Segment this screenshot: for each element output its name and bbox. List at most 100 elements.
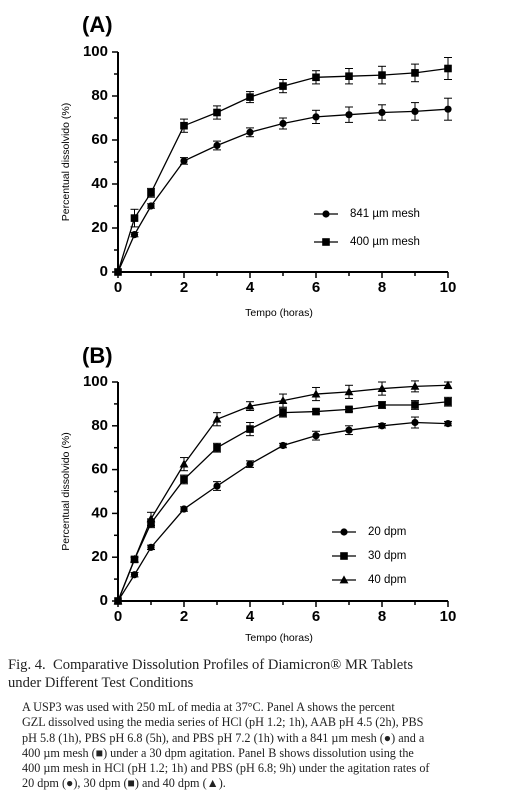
data-point bbox=[278, 396, 288, 405]
y-tick-label: 60 bbox=[91, 461, 108, 478]
data-point bbox=[444, 420, 452, 428]
caption-line: A USP3 was used with 250 mL of media at … bbox=[22, 700, 395, 714]
series-triangle bbox=[113, 380, 453, 605]
x-tick-label: 2 bbox=[180, 279, 188, 296]
data-point bbox=[180, 475, 188, 484]
panel-label: (A) bbox=[82, 12, 113, 37]
x-tick-label: 0 bbox=[114, 608, 122, 625]
y-tick-label: 40 bbox=[91, 175, 108, 192]
data-point bbox=[345, 111, 353, 119]
x-tick-label: 4 bbox=[246, 279, 255, 296]
data-point bbox=[444, 397, 452, 406]
data-point bbox=[147, 543, 155, 551]
y-tick-label: 20 bbox=[91, 219, 108, 236]
data-point bbox=[246, 128, 254, 136]
data-point bbox=[180, 157, 188, 165]
legend-marker bbox=[339, 575, 349, 584]
data-point bbox=[246, 460, 254, 468]
data-point bbox=[410, 381, 420, 390]
x-tick-label: 6 bbox=[312, 608, 320, 625]
data-point bbox=[212, 414, 222, 423]
data-point bbox=[130, 554, 139, 563]
legend-label: 400 µm mesh bbox=[350, 236, 420, 248]
legend-entry: 40 dpm bbox=[332, 574, 406, 586]
legend-marker bbox=[340, 552, 348, 560]
legend-entry: 20 dpm bbox=[332, 526, 406, 538]
legend-label: 40 dpm bbox=[368, 574, 406, 586]
data-point bbox=[378, 422, 386, 430]
data-point bbox=[279, 119, 287, 128]
x-tick-label: 0 bbox=[114, 279, 122, 296]
series-line bbox=[117, 384, 449, 602]
y-tick-label: 40 bbox=[91, 504, 108, 521]
x-axis-title: Tempo (horas) bbox=[245, 307, 313, 319]
series-circle bbox=[114, 97, 452, 276]
legend-entry: 30 dpm bbox=[332, 550, 406, 562]
caption-line: pH 5.8 (1h), PBS pH 6.8 (5h), and PBS pH… bbox=[22, 730, 425, 745]
data-point bbox=[378, 108, 386, 117]
data-point bbox=[279, 408, 287, 417]
figure-title: Fig. 4. Comparative Dissolution Profiles… bbox=[8, 656, 506, 692]
x-tick-label: 8 bbox=[378, 279, 386, 296]
x-tick-label: 8 bbox=[378, 608, 386, 625]
x-tick-label: 10 bbox=[440, 608, 457, 625]
figure-title-line: Fig. 4. Comparative Dissolution Profiles… bbox=[8, 657, 414, 673]
series-square bbox=[114, 57, 452, 276]
x-axis-title: Tempo (horas) bbox=[245, 632, 313, 644]
x-tick-label: 10 bbox=[440, 279, 457, 296]
data-point bbox=[147, 189, 155, 197]
data-point bbox=[180, 505, 188, 513]
data-point bbox=[279, 441, 287, 450]
y-tick-label: 80 bbox=[91, 87, 108, 104]
data-point bbox=[411, 401, 419, 409]
data-point bbox=[411, 69, 419, 77]
data-point bbox=[345, 426, 353, 434]
caption-line: GZL dissolved using the media series of … bbox=[22, 715, 424, 730]
data-point bbox=[213, 482, 221, 490]
data-point bbox=[312, 407, 320, 416]
caption-line: 400 µm mesh (■) under a 30 dpm agitation… bbox=[22, 745, 414, 760]
data-point bbox=[411, 107, 419, 115]
x-tick-label: 6 bbox=[312, 279, 320, 296]
y-tick-label: 100 bbox=[83, 43, 108, 60]
series-circle bbox=[114, 416, 452, 605]
data-point bbox=[147, 202, 155, 210]
figure-title-line: under Different Test Conditions bbox=[8, 675, 194, 691]
y-tick-label: 80 bbox=[91, 417, 108, 434]
data-point bbox=[130, 571, 139, 579]
figure-caption-body: A USP3 was used with 250 mL of media at … bbox=[8, 700, 506, 792]
data-point bbox=[443, 380, 453, 389]
data-point bbox=[130, 231, 139, 239]
data-point bbox=[444, 105, 452, 113]
data-point bbox=[378, 71, 386, 79]
legend-marker bbox=[322, 238, 330, 246]
data-point bbox=[213, 443, 221, 452]
y-tick-label: 0 bbox=[100, 592, 108, 609]
data-point bbox=[411, 418, 419, 427]
data-point bbox=[245, 401, 255, 410]
data-point bbox=[213, 108, 221, 117]
data-point bbox=[311, 389, 321, 398]
series-line bbox=[117, 421, 449, 602]
legend-entry: 841 µm mesh bbox=[314, 208, 420, 220]
x-tick-label: 4 bbox=[246, 608, 255, 625]
series-line bbox=[117, 401, 449, 602]
data-point bbox=[246, 425, 254, 433]
panel-label: (B) bbox=[82, 343, 113, 368]
y-tick-label: 100 bbox=[83, 373, 108, 390]
data-point bbox=[377, 383, 387, 392]
legend-entry: 400 µm mesh bbox=[314, 236, 420, 248]
data-point bbox=[345, 72, 353, 80]
data-point bbox=[180, 121, 188, 130]
y-axis-title: Percentual dissolvido (%) bbox=[60, 432, 72, 550]
caption-line: 20 dpm (●), 30 dpm (■) and 40 dpm (▲). bbox=[22, 776, 226, 791]
legend-marker bbox=[322, 210, 330, 218]
legend-label: 841 µm mesh bbox=[350, 208, 420, 220]
data-point bbox=[312, 432, 320, 440]
data-point bbox=[246, 93, 254, 101]
legend-marker bbox=[340, 528, 348, 536]
data-point bbox=[279, 82, 287, 90]
series-line bbox=[117, 108, 449, 273]
